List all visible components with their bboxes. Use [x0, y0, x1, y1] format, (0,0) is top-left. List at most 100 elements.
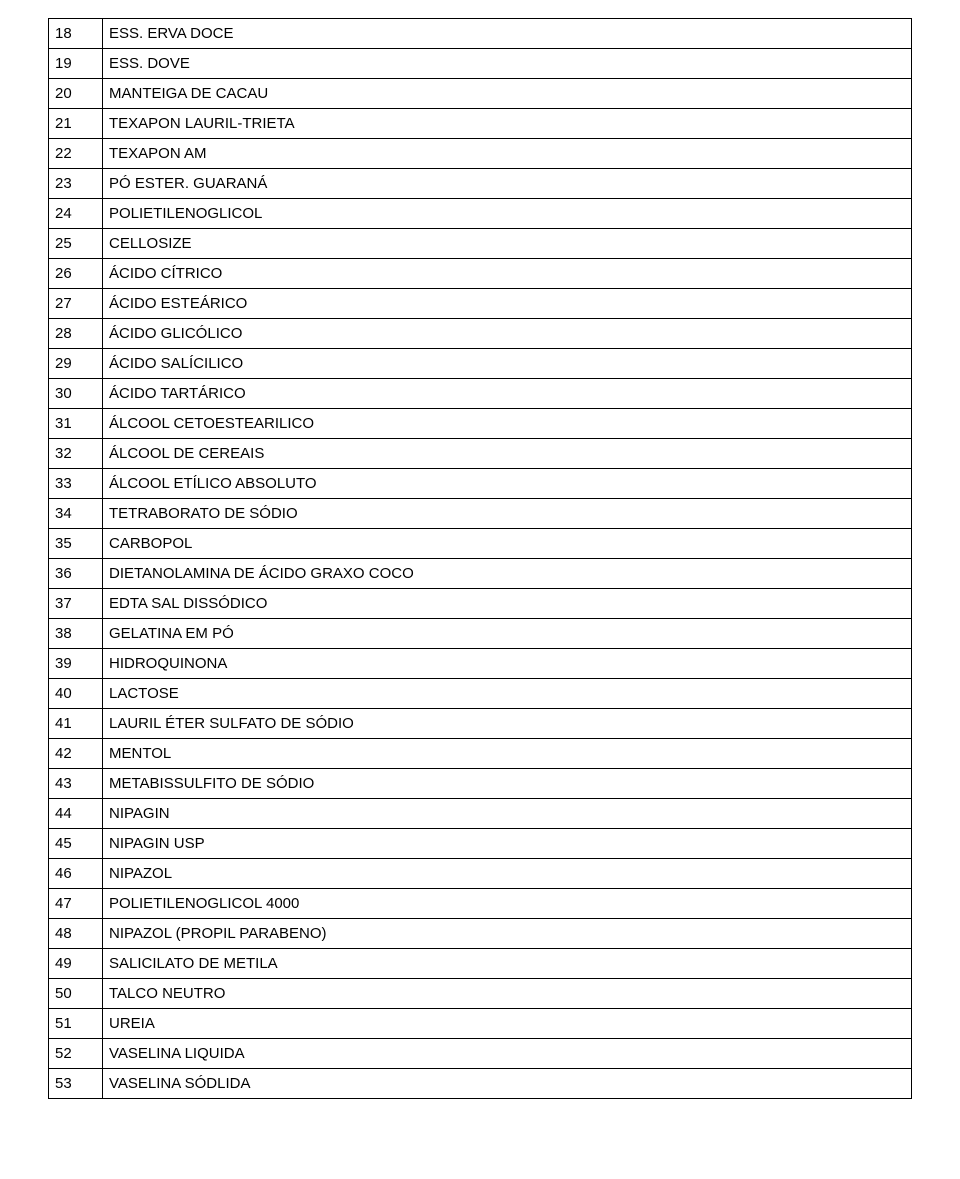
table-row: 29ÁCIDO SALÍCILICO — [49, 349, 912, 379]
row-label: NIPAZOL (PROPIL PARABENO) — [103, 919, 912, 949]
row-number: 24 — [49, 199, 103, 229]
table-row: 34TETRABORATO DE SÓDIO — [49, 499, 912, 529]
table-row: 24POLIETILENOGLICOL — [49, 199, 912, 229]
row-label: NIPAZOL — [103, 859, 912, 889]
row-number: 23 — [49, 169, 103, 199]
row-label: UREIA — [103, 1009, 912, 1039]
row-label: LAURIL ÉTER SULFATO DE SÓDIO — [103, 709, 912, 739]
row-number: 29 — [49, 349, 103, 379]
row-label: ÁCIDO GLICÓLICO — [103, 319, 912, 349]
table-row: 45NIPAGIN USP — [49, 829, 912, 859]
row-number: 36 — [49, 559, 103, 589]
row-label: TETRABORATO DE SÓDIO — [103, 499, 912, 529]
table-row: 42MENTOL — [49, 739, 912, 769]
page: 18ESS. ERVA DOCE19ESS. DOVE20MANTEIGA DE… — [0, 0, 960, 1179]
row-label: METABISSULFITO DE SÓDIO — [103, 769, 912, 799]
table-row: 35CARBOPOL — [49, 529, 912, 559]
row-number: 22 — [49, 139, 103, 169]
table-row: 49SALICILATO DE METILA — [49, 949, 912, 979]
row-number: 19 — [49, 49, 103, 79]
row-number: 35 — [49, 529, 103, 559]
row-number: 42 — [49, 739, 103, 769]
table-row: 20MANTEIGA DE CACAU — [49, 79, 912, 109]
table-row: 31ÁLCOOL CETOESTEARILICO — [49, 409, 912, 439]
row-number: 33 — [49, 469, 103, 499]
row-number: 41 — [49, 709, 103, 739]
row-number: 51 — [49, 1009, 103, 1039]
row-label: MENTOL — [103, 739, 912, 769]
row-label: MANTEIGA DE CACAU — [103, 79, 912, 109]
row-label: ÁCIDO TARTÁRICO — [103, 379, 912, 409]
table-row: 25CELLOSIZE — [49, 229, 912, 259]
row-number: 46 — [49, 859, 103, 889]
table-row: 28ÁCIDO GLICÓLICO — [49, 319, 912, 349]
table-row: 33ÁLCOOL ETÍLICO ABSOLUTO — [49, 469, 912, 499]
row-number: 18 — [49, 19, 103, 49]
row-label: TEXAPON AM — [103, 139, 912, 169]
table-row: 51UREIA — [49, 1009, 912, 1039]
row-number: 27 — [49, 289, 103, 319]
table-row: 19ESS. DOVE — [49, 49, 912, 79]
row-label: ÁLCOOL DE CEREAIS — [103, 439, 912, 469]
row-label: NIPAGIN USP — [103, 829, 912, 859]
row-label: HIDROQUINONA — [103, 649, 912, 679]
row-number: 47 — [49, 889, 103, 919]
row-label: LACTOSE — [103, 679, 912, 709]
table-row: 37EDTA SAL DISSÓDICO — [49, 589, 912, 619]
row-number: 25 — [49, 229, 103, 259]
row-label: POLIETILENOGLICOL 4000 — [103, 889, 912, 919]
row-number: 32 — [49, 439, 103, 469]
table-row: 27ÁCIDO ESTEÁRICO — [49, 289, 912, 319]
row-number: 49 — [49, 949, 103, 979]
table-row: 52VASELINA LIQUIDA — [49, 1039, 912, 1069]
row-number: 39 — [49, 649, 103, 679]
row-label: PÓ ESTER. GUARANÁ — [103, 169, 912, 199]
table-row: 38GELATINA EM PÓ — [49, 619, 912, 649]
row-number: 50 — [49, 979, 103, 1009]
row-number: 45 — [49, 829, 103, 859]
row-label: VASELINA SÓDLIDA — [103, 1069, 912, 1099]
row-label: ESS. DOVE — [103, 49, 912, 79]
row-number: 28 — [49, 319, 103, 349]
table-row: 46NIPAZOL — [49, 859, 912, 889]
table-row: 53VASELINA SÓDLIDA — [49, 1069, 912, 1099]
row-number: 31 — [49, 409, 103, 439]
row-label: POLIETILENOGLICOL — [103, 199, 912, 229]
row-label: TALCO NEUTRO — [103, 979, 912, 1009]
table-row: 44NIPAGIN — [49, 799, 912, 829]
row-number: 38 — [49, 619, 103, 649]
row-number: 30 — [49, 379, 103, 409]
row-label: VASELINA LIQUIDA — [103, 1039, 912, 1069]
row-number: 40 — [49, 679, 103, 709]
table-row: 48NIPAZOL (PROPIL PARABENO) — [49, 919, 912, 949]
table-row: 21TEXAPON LAURIL-TRIETA — [49, 109, 912, 139]
table-row: 43METABISSULFITO DE SÓDIO — [49, 769, 912, 799]
row-number: 26 — [49, 259, 103, 289]
table-body: 18ESS. ERVA DOCE19ESS. DOVE20MANTEIGA DE… — [49, 19, 912, 1099]
table-row: 30ÁCIDO TARTÁRICO — [49, 379, 912, 409]
row-label: ÁCIDO SALÍCILICO — [103, 349, 912, 379]
table-row: 39HIDROQUINONA — [49, 649, 912, 679]
row-label: EDTA SAL DISSÓDICO — [103, 589, 912, 619]
row-label: ÁCIDO ESTEÁRICO — [103, 289, 912, 319]
row-number: 37 — [49, 589, 103, 619]
row-number: 21 — [49, 109, 103, 139]
ingredients-table: 18ESS. ERVA DOCE19ESS. DOVE20MANTEIGA DE… — [48, 18, 912, 1099]
row-label: ÁLCOOL ETÍLICO ABSOLUTO — [103, 469, 912, 499]
table-row: 47POLIETILENOGLICOL 4000 — [49, 889, 912, 919]
table-row: 32ÁLCOOL DE CEREAIS — [49, 439, 912, 469]
row-label: NIPAGIN — [103, 799, 912, 829]
row-number: 52 — [49, 1039, 103, 1069]
row-number: 20 — [49, 79, 103, 109]
row-label: DIETANOLAMINA DE ÁCIDO GRAXO COCO — [103, 559, 912, 589]
row-number: 48 — [49, 919, 103, 949]
table-row: 18ESS. ERVA DOCE — [49, 19, 912, 49]
table-row: 26ÁCIDO CÍTRICO — [49, 259, 912, 289]
row-label: GELATINA EM PÓ — [103, 619, 912, 649]
table-row: 36DIETANOLAMINA DE ÁCIDO GRAXO COCO — [49, 559, 912, 589]
row-label: TEXAPON LAURIL-TRIETA — [103, 109, 912, 139]
row-label: ESS. ERVA DOCE — [103, 19, 912, 49]
table-row: 23PÓ ESTER. GUARANÁ — [49, 169, 912, 199]
row-label: SALICILATO DE METILA — [103, 949, 912, 979]
table-row: 22TEXAPON AM — [49, 139, 912, 169]
